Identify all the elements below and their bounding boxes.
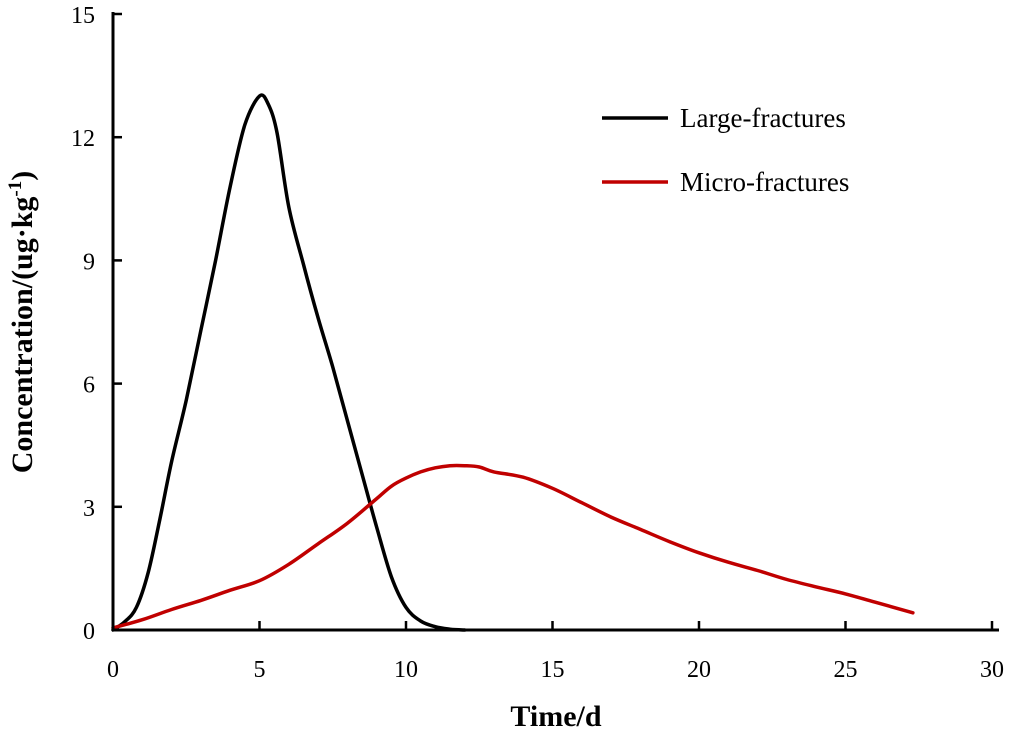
y-tick-label-3: 3 <box>83 496 95 522</box>
x-tick-label-5: 5 <box>254 657 266 683</box>
y-axis-ticks: 0 3 6 9 12 15 <box>71 3 122 645</box>
y-tick-label-0: 0 <box>83 619 95 645</box>
y-axis-title-superscript: -1 <box>5 181 26 197</box>
series-line-large-fractures <box>111 93 467 632</box>
y-axis-title-close: ) <box>6 171 39 181</box>
x-tick-label-10: 10 <box>394 657 418 683</box>
x-tick-label-25: 25 <box>834 657 858 683</box>
series-line-micro-fractures <box>111 463 915 630</box>
legend-label-large-fractures: Large-fractures <box>680 103 846 133</box>
y-tick-label-6: 6 <box>83 373 95 399</box>
y-tick-label-12: 12 <box>71 126 95 152</box>
x-tick-label-0: 0 <box>107 657 119 683</box>
x-axis-ticks: 0 5 10 15 20 25 30 <box>107 621 1004 683</box>
y-tick-label-9: 9 <box>83 249 95 275</box>
series-lines <box>111 93 915 632</box>
y-tick-label-15: 15 <box>71 3 95 29</box>
x-tick-label-30: 30 <box>980 657 1004 683</box>
y-axis-title-main: Concentration/(ug·kg <box>6 197 39 474</box>
y-axis-title: Concentration/(ug·kg-1) <box>5 171 39 474</box>
x-tick-label-15: 15 <box>541 657 565 683</box>
x-tick-label-20: 20 <box>687 657 711 683</box>
legend-label-micro-fractures: Micro-fractures <box>680 167 849 197</box>
x-axis-title: Time/d <box>510 700 601 733</box>
legend: Large-fractures Micro-fractures <box>602 103 849 197</box>
